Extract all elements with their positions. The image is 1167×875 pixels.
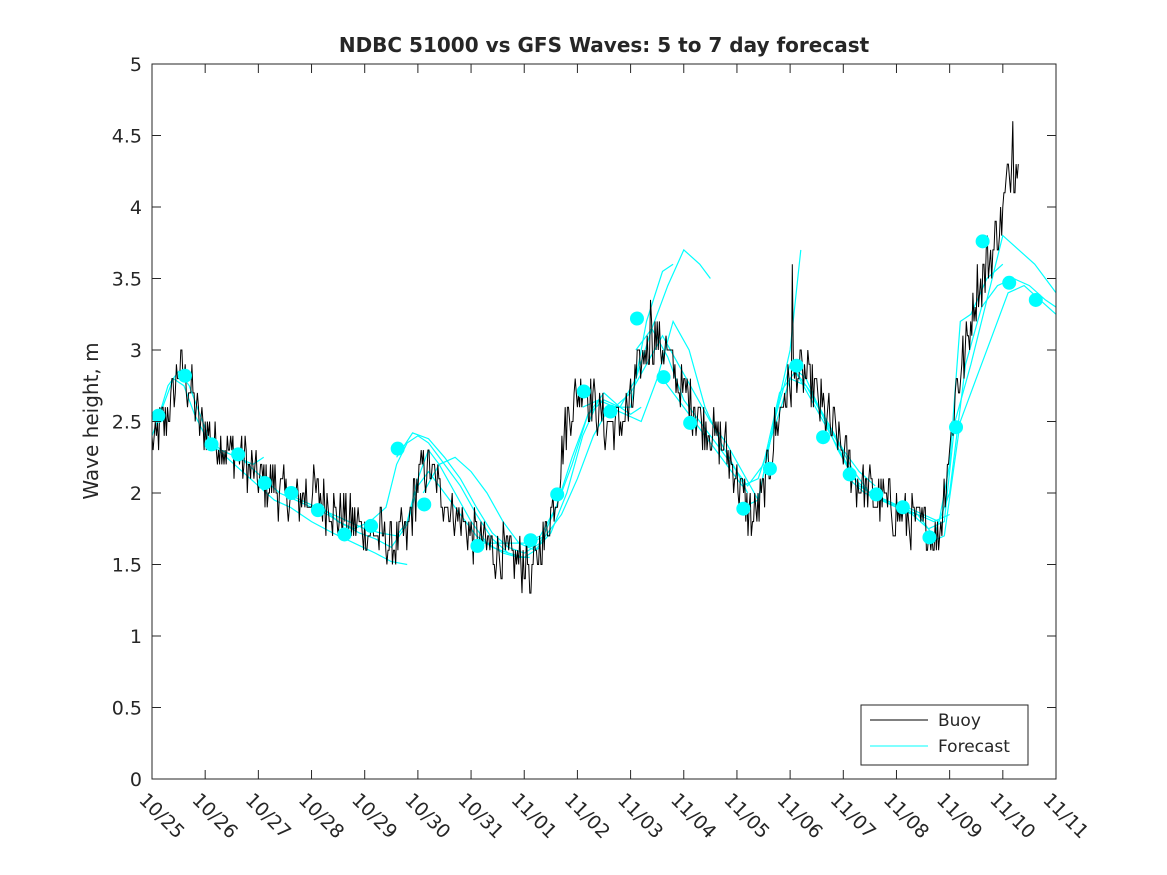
buoy-line <box>152 121 1019 594</box>
y-axis: 0 0.5 1 1.5 2 2.5 3 3.5 4 4.5 5 <box>112 54 1056 791</box>
x-tick-label: 11/09 <box>932 789 986 843</box>
forecast-marker <box>842 467 857 482</box>
forecast-marker <box>603 404 618 419</box>
forecast-marker <box>284 486 299 500</box>
forecast-marker <box>975 234 990 249</box>
forecast-marker <box>550 487 565 502</box>
chart-title: NDBC 51000 vs GFS Waves: 5 to 7 day fore… <box>339 33 870 57</box>
y-axis-label: Wave height, m <box>79 342 103 499</box>
forecast-marker <box>895 500 910 515</box>
forecast-marker <box>310 503 325 518</box>
legend-box <box>860 704 1029 766</box>
forecast-marker <box>683 415 698 430</box>
x-tick-label: 10/29 <box>347 789 401 843</box>
forecast-marker <box>470 538 485 553</box>
x-tick-label: 10/25 <box>134 789 188 843</box>
forecast-run-line <box>848 234 1056 530</box>
buoy-series <box>152 121 1019 594</box>
forecast-run-line <box>422 263 674 551</box>
forecast-marker <box>417 497 432 512</box>
forecast-marker <box>364 518 379 533</box>
forecast-marker <box>1028 292 1043 307</box>
forecast-marker <box>523 533 538 548</box>
forecast-run-line <box>662 377 903 508</box>
x-tick-label: 10/30 <box>400 789 454 843</box>
forecast-run-line <box>396 399 642 554</box>
x-tick-label: 11/05 <box>719 789 773 843</box>
forecast-marker <box>204 437 219 452</box>
forecast-marker <box>816 430 831 445</box>
forecast-marker <box>656 370 671 385</box>
forecast-run-line <box>152 377 265 466</box>
forecast-marker <box>789 358 804 373</box>
y-tick-label: 5 <box>130 54 142 76</box>
y-tick-label: 3.5 <box>112 269 142 291</box>
x-tick-label: 11/11 <box>1038 789 1092 843</box>
x-tick-label: 11/01 <box>507 789 561 843</box>
forecast-marker <box>151 408 166 423</box>
forecast-markers <box>151 234 1043 553</box>
y-tick-label: 3 <box>130 340 142 362</box>
forecast-marker <box>231 447 246 462</box>
y-tick-label: 1.5 <box>112 555 142 577</box>
x-tick-label: 10/31 <box>454 789 508 843</box>
legend: Buoy Forecast <box>860 704 1029 766</box>
x-tick-label: 10/28 <box>294 789 348 843</box>
legend-forecast-label: Forecast <box>938 737 1010 757</box>
forecast-run-line <box>794 263 1004 523</box>
forecast-marker <box>257 475 272 490</box>
x-tick-label: 10/27 <box>241 789 295 843</box>
forecast-marker <box>177 368 192 383</box>
forecast-marker <box>949 420 964 435</box>
x-tick-label: 11/06 <box>773 789 827 843</box>
forecast-marker <box>762 461 777 476</box>
y-tick-label: 1 <box>130 626 142 648</box>
y-tick-label: 2 <box>130 483 142 505</box>
forecast-marker <box>869 487 884 502</box>
forecast-marker <box>922 530 937 545</box>
y-tick-label: 4.5 <box>112 126 142 148</box>
x-tick-label: 11/02 <box>560 789 614 843</box>
forecast-marker <box>1002 275 1017 290</box>
x-tick-label: 11/07 <box>826 789 880 843</box>
y-tick-label: 0.5 <box>112 698 142 720</box>
forecast-marker <box>629 311 644 326</box>
forecast-marker <box>736 501 751 516</box>
legend-buoy-label: Buoy <box>938 711 981 731</box>
x-tick-label: 11/03 <box>613 789 667 843</box>
x-tick-label: 11/10 <box>985 789 1039 843</box>
y-tick-label: 0 <box>130 769 142 791</box>
forecast-marker <box>576 384 591 399</box>
forecast-marker <box>337 527 352 542</box>
forecast-marker <box>390 441 405 456</box>
x-tick-label: 10/26 <box>188 789 242 843</box>
forecast-run-line <box>901 277 1056 538</box>
x-tick-label: 11/04 <box>666 789 720 843</box>
y-tick-label: 4 <box>130 197 142 219</box>
forecast-run-line <box>928 284 1056 544</box>
x-tick-label: 11/08 <box>879 789 933 843</box>
y-tick-label: 2.5 <box>112 412 142 434</box>
